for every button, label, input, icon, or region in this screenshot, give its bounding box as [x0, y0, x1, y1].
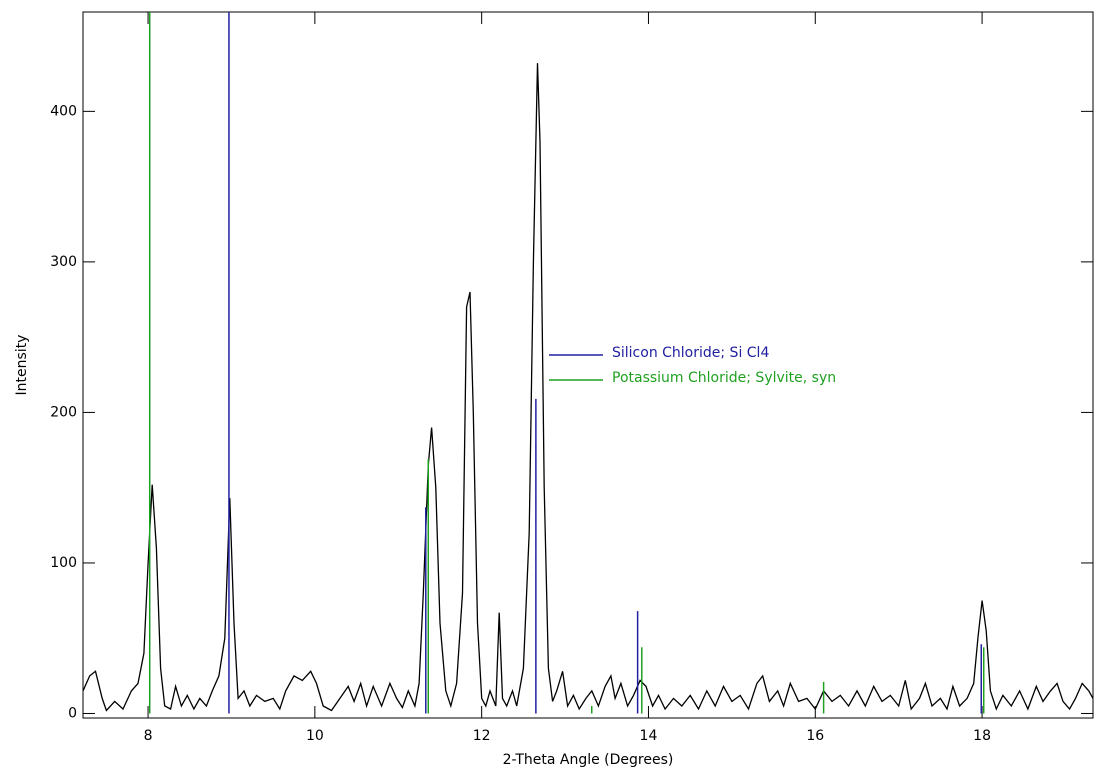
x-axis-label: 2-Theta Angle (Degrees) — [503, 752, 674, 768]
x-tick-label: 10 — [306, 728, 324, 744]
plot-area — [83, 12, 1093, 714]
plot-frame — [82, 11, 1094, 719]
y-axis-label: Intensity — [14, 335, 30, 396]
y-tick-label: 300 — [50, 254, 77, 270]
x-tick-label: 16 — [806, 728, 824, 744]
x-tick-label: 18 — [973, 728, 991, 744]
pattern-line — [83, 63, 1093, 712]
y-tick-label: 0 — [68, 705, 77, 721]
legend-label: Silicon Chloride; Si Cl4 — [612, 345, 769, 361]
x-tick-label: 14 — [640, 728, 658, 744]
y-tick-label: 200 — [50, 404, 77, 420]
legend-label: Potassium Chloride; Sylvite, syn — [612, 370, 836, 386]
x-tick-label: 8 — [144, 728, 153, 744]
x-tick-label: 12 — [473, 728, 491, 744]
y-tick-label: 400 — [50, 103, 77, 119]
y-tick-label: 100 — [50, 555, 77, 571]
